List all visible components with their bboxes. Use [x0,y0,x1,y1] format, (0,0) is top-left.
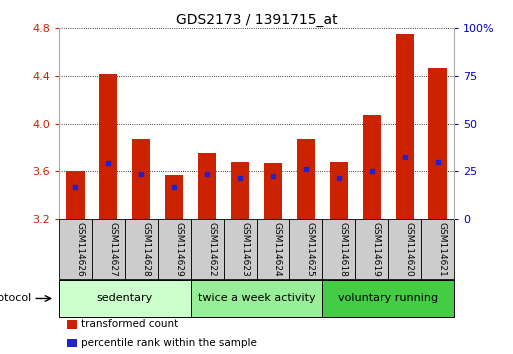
Text: GSM114625: GSM114625 [306,222,315,276]
Text: GSM114626: GSM114626 [75,222,85,276]
Bar [92,219,125,279]
Text: GSM114628: GSM114628 [141,222,150,276]
Bar [59,280,191,317]
Text: GSM114629: GSM114629 [174,222,183,276]
Bar [330,162,348,219]
Text: transformed count: transformed count [81,319,178,329]
Bar [59,219,92,279]
Text: GSM114624: GSM114624 [273,222,282,276]
Bar [66,171,85,219]
Text: GSM114618: GSM114618 [339,222,348,276]
Text: GSM114622: GSM114622 [207,222,216,276]
Bar [191,219,224,279]
Bar [165,175,183,219]
Bar [396,34,413,219]
Bar [322,280,454,317]
Bar [158,219,191,279]
Text: GSM114623: GSM114623 [240,222,249,276]
Text: twice a week activity: twice a week activity [198,293,315,303]
Text: GSM114620: GSM114620 [405,222,413,276]
Bar [67,320,77,329]
Bar [100,74,117,219]
Bar [191,280,322,317]
Text: percentile rank within the sample: percentile rank within the sample [81,338,256,348]
Bar [198,153,216,219]
Bar [428,68,447,219]
Text: GSM114621: GSM114621 [438,222,446,276]
Bar [388,219,421,279]
Bar [264,163,282,219]
Text: protocol: protocol [0,293,31,303]
Bar [132,139,150,219]
Text: sedentary: sedentary [97,293,153,303]
Bar [256,219,289,279]
Bar [322,219,355,279]
Bar [289,219,322,279]
Bar [125,219,158,279]
Title: GDS2173 / 1391715_at: GDS2173 / 1391715_at [175,13,338,27]
Bar [231,162,249,219]
Bar [67,339,77,347]
Bar [355,219,388,279]
Text: GSM114627: GSM114627 [108,222,117,276]
Bar [297,139,315,219]
Bar [363,115,381,219]
Text: voluntary running: voluntary running [338,293,438,303]
Text: GSM114619: GSM114619 [372,222,381,276]
Bar [224,219,256,279]
Bar [421,219,454,279]
